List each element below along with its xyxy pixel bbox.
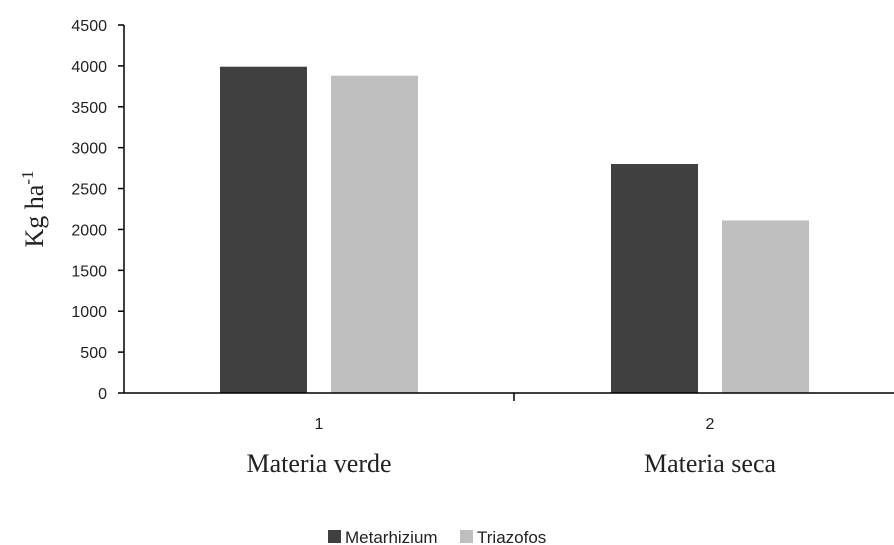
x-ticks-layer: 1 Materia verde 2 Materia seca [246, 416, 776, 478]
axes-layer [123, 25, 894, 401]
category-label: Materia verde [246, 449, 391, 478]
y-tick-label: 3500 [71, 100, 107, 117]
y-tick-label: 2500 [71, 182, 107, 199]
category-label: Materia seca [644, 449, 777, 478]
y-tick-label: 2000 [71, 222, 107, 239]
bar-metarhizium-1 [220, 66, 307, 393]
y-tick-label: 4000 [71, 59, 107, 76]
legend-swatch-triazofos [460, 530, 473, 543]
y-tick-label: 1000 [71, 304, 107, 321]
y-tick-label: 500 [80, 345, 107, 362]
legend-label-metarhizium: Metarhizium [345, 528, 438, 545]
y-tick-label: 3000 [71, 141, 107, 158]
bar-triazofos-1 [331, 75, 418, 394]
y-tick-label: 1500 [71, 263, 107, 280]
x-tick-label: 1 [315, 416, 324, 433]
x-tick-label: 2 [706, 416, 715, 433]
y-axis-label-superscript: -1 [18, 171, 37, 185]
legend-swatch-metarhizium [328, 530, 341, 543]
bar-triazofos-2 [722, 220, 809, 393]
bar-metarhizium-2 [611, 164, 698, 393]
y-axis-label-main: Kg ha [20, 184, 49, 247]
y-axis-label: Kg ha-1 [18, 171, 49, 248]
bars-layer [220, 66, 809, 394]
y-tick-label: 0 [98, 386, 107, 403]
legend-label-triazofos: Triazofos [477, 528, 546, 545]
legend: Metarhizium Triazofos [328, 528, 546, 545]
y-tick-label: 4500 [71, 18, 107, 35]
y-ticks-layer: 0 500 1000 1500 2000 2500 3000 3500 4000 4500 [71, 18, 124, 403]
